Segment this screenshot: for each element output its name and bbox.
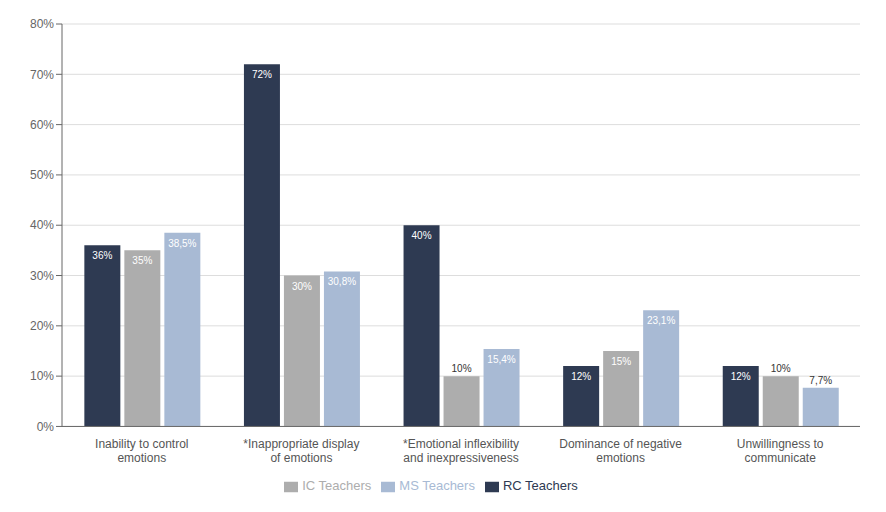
svg-text:30%: 30% [30,269,54,283]
svg-text:38,5%: 38,5% [168,238,196,249]
svg-text:Unwillingness tocommunicate: Unwillingness tocommunicate [737,437,824,465]
svg-text:23,1%: 23,1% [647,315,675,326]
svg-text:30,8%: 30,8% [328,276,356,287]
svg-text:36%: 36% [92,250,112,261]
svg-text:15,4%: 15,4% [487,354,515,365]
svg-text:*Emotional inflexibilityand in: *Emotional inflexibilityand inexpressive… [403,437,519,465]
html-text:RC Teachers: RC Teachers [502,478,578,494]
svg-text:Inability to controlemotions: Inability to controlemotions [95,437,188,465]
svg-text:40%: 40% [30,218,54,232]
svg-text:0%: 0% [37,420,55,434]
svg-text:*Inappropriate displayof emoti: *Inappropriate displayof emotions [243,437,359,465]
svg-text:60%: 60% [30,118,54,132]
svg-text:7,7%: 7,7% [809,375,832,386]
svg-text:70%: 70% [30,68,54,82]
svg-text:10%: 10% [452,363,472,374]
svg-text:15%: 15% [611,356,631,367]
svg-text:30%: 30% [292,281,312,292]
svg-text:72%: 72% [252,69,272,80]
svg-text:12%: 12% [571,371,591,382]
svg-text:50%: 50% [30,168,54,182]
svg-text:40%: 40% [412,230,432,241]
svg-text:80%: 80% [30,17,54,31]
svg-text:10%: 10% [771,363,791,374]
html-text:MS Teachers: MS Teachers [399,478,475,494]
svg-text:20%: 20% [30,319,54,333]
svg-text:12%: 12% [731,371,751,382]
html-text:IC Teachers: IC Teachers [302,478,372,494]
svg-text:Dominance of negativeemotions: Dominance of negativeemotions [559,437,682,465]
svg-text:10%: 10% [30,369,54,383]
svg-text:35%: 35% [132,255,152,266]
